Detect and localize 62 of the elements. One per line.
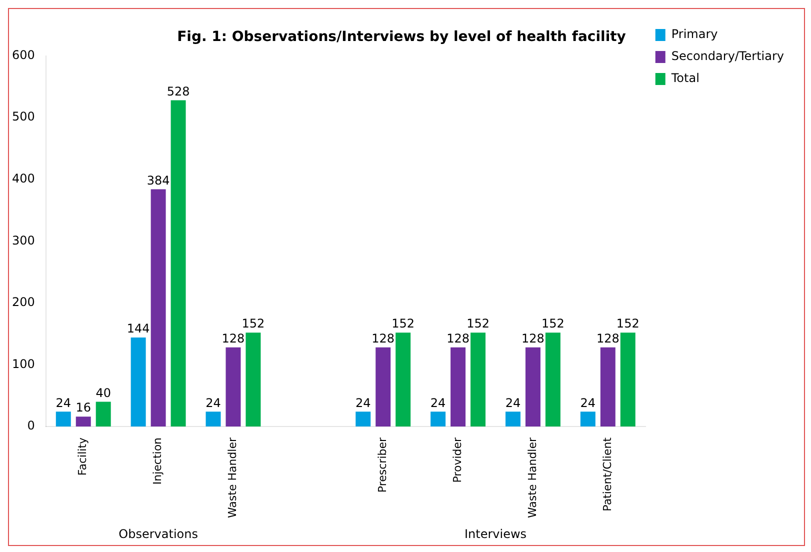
bar bbox=[450, 347, 466, 426]
x-tick-label: Injection bbox=[151, 437, 164, 485]
text: Observations bbox=[118, 527, 198, 542]
legend-label: Primary bbox=[671, 27, 718, 42]
bar bbox=[356, 412, 371, 426]
data-label: 528 bbox=[166, 84, 190, 98]
data-label: 152 bbox=[466, 316, 490, 331]
data-label: 144 bbox=[126, 322, 150, 336]
bar bbox=[376, 347, 391, 426]
data-label: 128 bbox=[222, 332, 245, 346]
data-label: 128 bbox=[372, 332, 395, 346]
y-tick-label: 0 bbox=[27, 418, 35, 433]
data-label: 152 bbox=[616, 316, 640, 331]
legend-label: Total bbox=[670, 71, 700, 86]
bar bbox=[430, 412, 446, 426]
data-label: 152 bbox=[242, 316, 265, 331]
y-tick-label: 500 bbox=[12, 110, 35, 124]
bar bbox=[150, 189, 166, 426]
x-tick-label: Provider bbox=[450, 436, 464, 483]
bar bbox=[206, 412, 221, 426]
y-tick-label: 100 bbox=[12, 356, 35, 371]
data-label: 24 bbox=[580, 396, 596, 410]
bar bbox=[580, 412, 596, 426]
x-tick-label: Waste Handler bbox=[526, 437, 539, 518]
data-label: 128 bbox=[522, 332, 544, 346]
bar bbox=[170, 100, 186, 426]
y-tick-label: 200 bbox=[12, 295, 35, 310]
data-label: 384 bbox=[146, 173, 170, 188]
data-label: 24 bbox=[56, 396, 72, 410]
text: Interviews bbox=[464, 527, 527, 542]
bar bbox=[246, 332, 261, 426]
x-tick-label: Prescriber bbox=[376, 436, 389, 493]
y-tick-label: 600 bbox=[12, 48, 35, 62]
bar bbox=[130, 338, 146, 426]
bar bbox=[525, 347, 540, 426]
bar bbox=[396, 332, 411, 426]
bar bbox=[226, 347, 241, 426]
bar bbox=[96, 402, 111, 426]
data-label: 152 bbox=[392, 316, 415, 331]
x-tick-label: Patient/Client bbox=[600, 436, 614, 512]
bar bbox=[505, 412, 520, 426]
data-label: 128 bbox=[446, 332, 470, 346]
x-tick-label: Facility bbox=[76, 436, 90, 476]
chart-title: Fig. 1: Observations/Interviews by level of health facility bbox=[177, 29, 626, 46]
data-label: 24 bbox=[430, 396, 446, 410]
legend-label: Secondary/Tertiary bbox=[671, 49, 784, 64]
data-label: 24 bbox=[355, 396, 371, 410]
data-label: 24 bbox=[206, 396, 221, 410]
bar bbox=[470, 332, 486, 426]
y-tick-label: 400 bbox=[12, 171, 35, 186]
data-label: 16 bbox=[76, 400, 92, 415]
x-tick-label: Waste Handler bbox=[226, 437, 240, 518]
data-label: 128 bbox=[596, 332, 620, 346]
bar bbox=[620, 332, 636, 426]
bar bbox=[600, 347, 616, 426]
y-tick-label: 300 bbox=[12, 233, 35, 248]
bar bbox=[545, 332, 560, 426]
bar bbox=[56, 412, 71, 426]
data-label: 152 bbox=[542, 316, 564, 331]
bar bbox=[76, 416, 91, 426]
data-label: 40 bbox=[96, 386, 111, 400]
data-label: 24 bbox=[505, 396, 521, 410]
